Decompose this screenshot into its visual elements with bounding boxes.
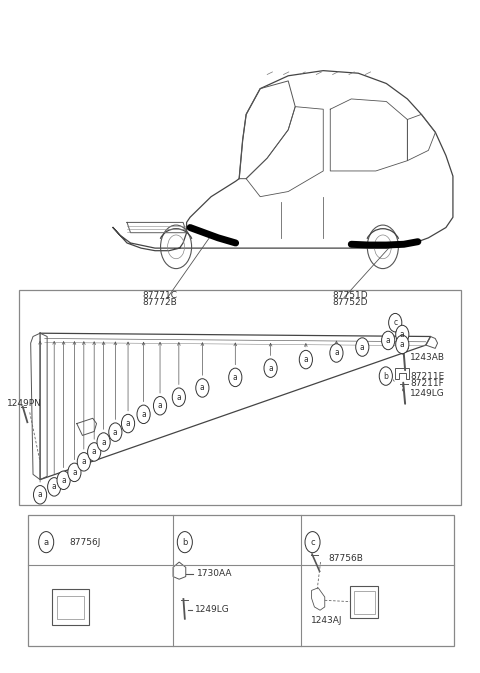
Text: a: a	[113, 427, 118, 437]
Circle shape	[382, 331, 395, 350]
Circle shape	[396, 325, 409, 344]
Text: a: a	[268, 363, 273, 373]
Text: b: b	[182, 538, 188, 546]
Text: 87771C: 87771C	[143, 291, 178, 299]
Circle shape	[228, 368, 242, 386]
Circle shape	[34, 485, 47, 504]
Text: 87211F: 87211F	[410, 380, 444, 388]
Circle shape	[154, 396, 167, 415]
Circle shape	[137, 405, 150, 423]
Circle shape	[87, 443, 101, 461]
Text: 87756J: 87756J	[69, 538, 100, 546]
Text: a: a	[177, 392, 181, 402]
Circle shape	[68, 463, 81, 482]
Text: a: a	[44, 538, 49, 546]
Text: a: a	[61, 476, 66, 485]
Text: a: a	[141, 410, 146, 419]
Circle shape	[39, 532, 54, 553]
Circle shape	[389, 314, 402, 332]
Circle shape	[109, 423, 122, 441]
Text: a: a	[157, 401, 162, 411]
Text: 1243AB: 1243AB	[410, 353, 445, 362]
Bar	[57, 596, 84, 618]
Circle shape	[57, 471, 70, 489]
Text: 87756B: 87756B	[328, 554, 363, 563]
Bar	[52, 589, 88, 625]
Text: a: a	[334, 349, 339, 357]
Bar	[19, 290, 461, 505]
Text: 87752D: 87752D	[333, 298, 368, 307]
Text: c: c	[310, 538, 315, 546]
Circle shape	[379, 367, 393, 386]
Text: a: a	[72, 468, 77, 477]
Text: 1249LG: 1249LG	[410, 389, 445, 398]
Text: b: b	[384, 371, 388, 380]
Text: c: c	[393, 318, 397, 327]
Text: a: a	[126, 419, 131, 428]
Text: a: a	[52, 483, 57, 491]
Text: a: a	[92, 448, 96, 456]
Text: 1730AA: 1730AA	[197, 569, 232, 578]
Bar	[28, 515, 454, 647]
Circle shape	[77, 452, 90, 471]
Text: 87772B: 87772B	[143, 298, 178, 307]
Circle shape	[356, 338, 369, 356]
Circle shape	[264, 359, 277, 378]
Text: a: a	[101, 437, 106, 446]
Circle shape	[177, 532, 192, 553]
Text: 87211E: 87211E	[410, 371, 444, 380]
Text: a: a	[386, 336, 391, 345]
Text: 1249LG: 1249LG	[195, 605, 230, 614]
Text: a: a	[200, 384, 205, 392]
Text: a: a	[233, 373, 238, 382]
Circle shape	[48, 478, 61, 496]
Text: a: a	[303, 355, 308, 364]
Circle shape	[97, 433, 110, 452]
Text: 1249PN: 1249PN	[7, 399, 42, 409]
Circle shape	[121, 415, 134, 433]
Text: 87751D: 87751D	[333, 291, 368, 299]
Text: a: a	[38, 491, 42, 499]
Bar	[350, 586, 378, 618]
Text: 1243AJ: 1243AJ	[311, 616, 343, 625]
Text: a: a	[360, 343, 365, 351]
Circle shape	[172, 388, 185, 406]
Circle shape	[396, 335, 409, 353]
Text: a: a	[400, 330, 405, 339]
Circle shape	[330, 344, 343, 362]
Text: a: a	[82, 458, 86, 466]
Bar	[354, 591, 374, 614]
Circle shape	[196, 379, 209, 397]
Circle shape	[305, 532, 320, 553]
Text: a: a	[400, 340, 405, 349]
Circle shape	[299, 351, 312, 369]
